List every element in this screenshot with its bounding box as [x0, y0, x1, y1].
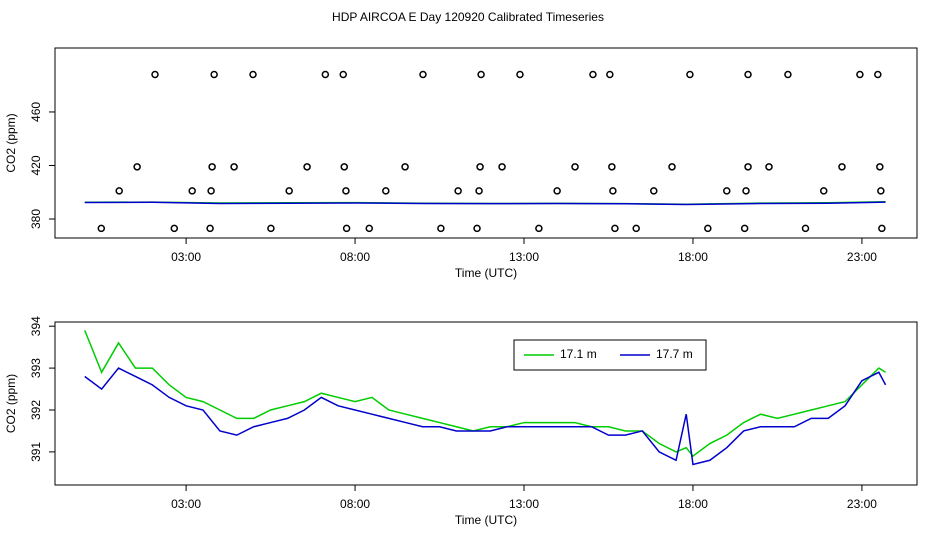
calibration-point	[856, 70, 864, 79]
calibration-point	[342, 224, 351, 233]
calibration-point	[571, 163, 579, 171]
calibration-point	[611, 224, 619, 233]
x-tick-label: 23:00	[847, 497, 877, 511]
calibration-point	[97, 224, 106, 233]
calibration-point	[877, 187, 885, 195]
calibration-point	[609, 187, 617, 195]
x-tick-label: 18:00	[678, 250, 708, 264]
x-tick-label: 18:00	[678, 497, 708, 511]
calibration-point	[608, 163, 616, 171]
y-tick-label: 460	[29, 102, 43, 122]
calibration-point	[765, 163, 773, 171]
y-axis-label: CO2 (ppm)	[4, 374, 18, 433]
calibration-point	[876, 163, 884, 171]
calibration-point	[365, 224, 374, 233]
y-tick-label: 420	[29, 155, 43, 175]
calibration-point	[339, 70, 347, 79]
calibration-point	[340, 163, 348, 171]
calibration-point	[686, 70, 694, 79]
calibration-point	[535, 224, 543, 233]
calibration-point	[230, 163, 238, 171]
calibration-point	[744, 163, 752, 171]
x-tick-label: 03:00	[171, 497, 201, 511]
calibration-point	[744, 70, 752, 79]
calibration-point	[207, 187, 215, 195]
calibration-point	[784, 70, 792, 79]
calibration-point	[454, 187, 462, 195]
x-axis-label: Time (UTC)	[455, 266, 517, 280]
calibration-point	[632, 224, 640, 233]
calibration-point	[303, 163, 311, 171]
calibration-point	[553, 187, 561, 195]
x-axis-label: Time (UTC)	[455, 513, 517, 527]
calibration-point	[170, 224, 179, 233]
series-line	[84, 367, 887, 466]
calibration-point	[650, 187, 658, 195]
calibration-point	[516, 70, 524, 79]
calibration-point	[210, 70, 218, 79]
x-tick-label: 13:00	[509, 250, 539, 264]
calibration-point	[151, 70, 159, 79]
legend-label: 17.1 m	[560, 347, 597, 361]
calibration-point	[498, 163, 506, 171]
legend-label: 17.7 m	[656, 347, 693, 361]
calibration-point	[589, 70, 597, 79]
calibration-point	[801, 224, 810, 233]
calibration-point	[838, 163, 846, 171]
calibration-point	[606, 70, 614, 79]
calibration-point	[133, 163, 141, 171]
x-tick-label: 08:00	[340, 250, 370, 264]
y-tick-label: 391	[29, 442, 43, 462]
calibration-point	[321, 70, 330, 79]
x-tick-label: 08:00	[340, 497, 370, 511]
calibration-point	[401, 163, 409, 171]
series-line	[84, 201, 886, 206]
plot-frame	[54, 321, 918, 486]
y-tick-label: 394	[29, 316, 43, 336]
calibration-point	[382, 187, 390, 195]
x-tick-label: 13:00	[509, 497, 539, 511]
calibration-point	[208, 163, 216, 171]
plot-frame	[54, 47, 918, 239]
calibration-point	[206, 224, 214, 233]
calibration-point	[878, 224, 886, 233]
calibration-point	[874, 70, 882, 79]
calibration-point	[476, 163, 484, 171]
y-tick-label: 380	[29, 209, 43, 229]
calibration-point	[437, 224, 445, 233]
calibration-point	[188, 187, 196, 195]
calibration-point	[285, 187, 293, 195]
calibration-point	[477, 70, 485, 79]
chart-title: HDP AIRCOA E Day 120920 Calibrated Times…	[332, 10, 604, 24]
y-tick-label: 393	[29, 358, 43, 378]
calibration-point	[723, 187, 731, 195]
calibration-point	[475, 187, 483, 195]
calibration-point	[267, 224, 275, 233]
calibration-point	[249, 70, 257, 79]
calibration-point	[473, 224, 481, 233]
calibration-point	[419, 70, 427, 79]
calibration-point	[742, 187, 750, 195]
y-axis-label: CO2 (ppm)	[4, 113, 18, 172]
calibration-point	[704, 224, 712, 233]
series-line	[84, 330, 886, 458]
calibration-point	[819, 187, 828, 195]
calibration-point	[115, 187, 123, 195]
calibration-point	[342, 187, 350, 195]
calibration-point	[740, 224, 749, 233]
calibration-point	[668, 163, 676, 171]
x-tick-label: 03:00	[171, 250, 201, 264]
x-tick-label: 23:00	[847, 250, 877, 264]
y-tick-label: 392	[29, 400, 43, 420]
